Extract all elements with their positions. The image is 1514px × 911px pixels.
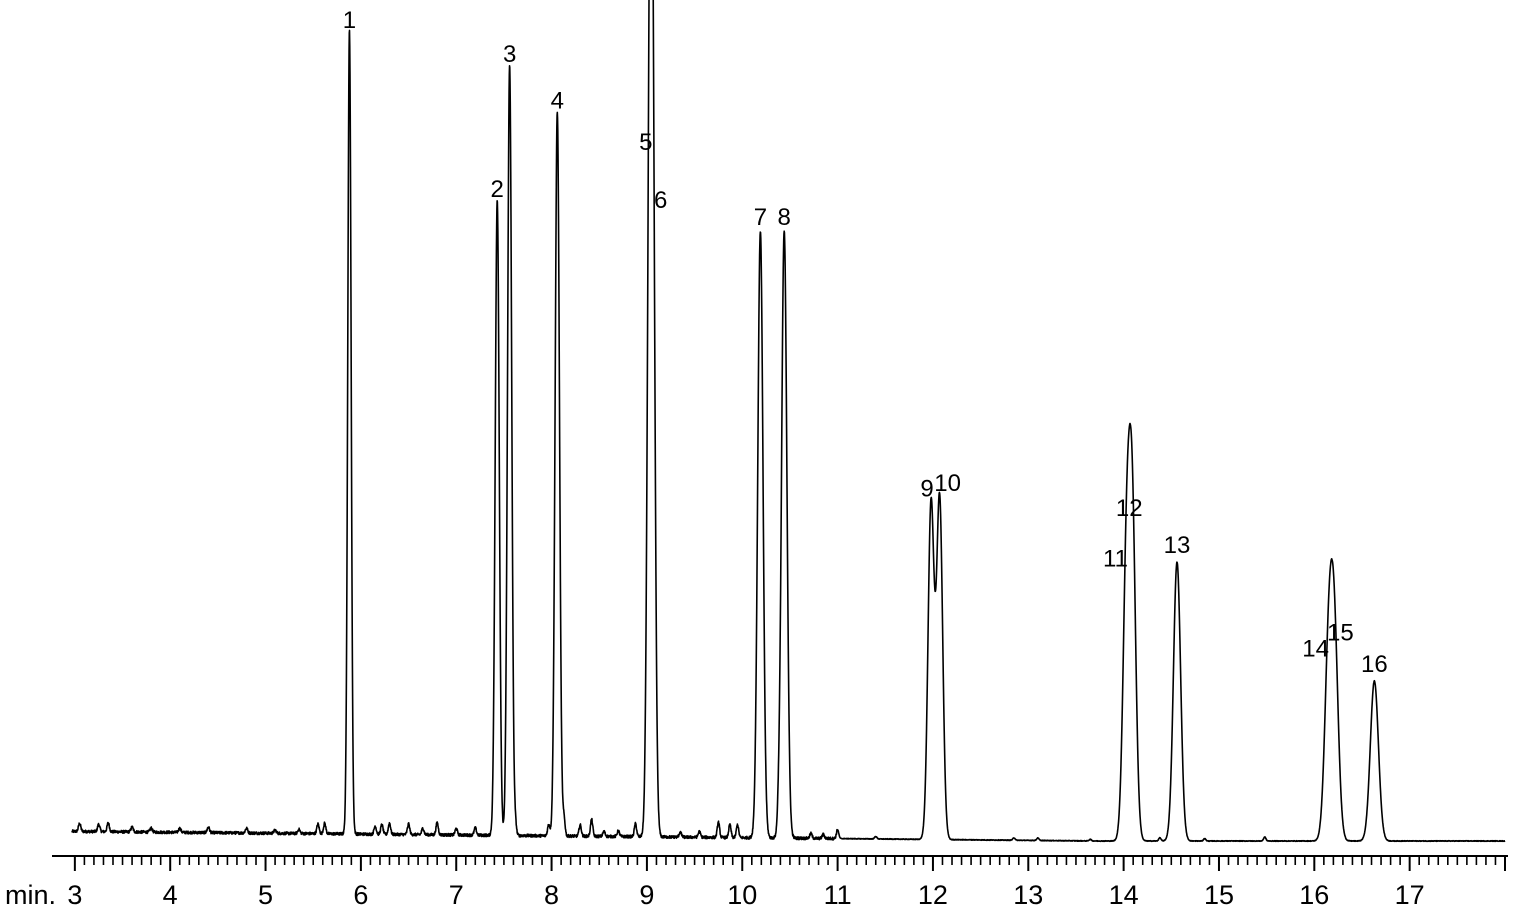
x-tick-label: 17 bbox=[1395, 880, 1425, 910]
x-tick-label: 5 bbox=[258, 880, 273, 910]
peak-label: 9 bbox=[920, 476, 933, 503]
chromatogram-trace bbox=[71, 0, 1506, 843]
x-tick-label: 9 bbox=[639, 880, 654, 910]
x-tick-label: 8 bbox=[544, 880, 559, 910]
x-tick-label: 11 bbox=[824, 880, 852, 910]
peak-label: 1 bbox=[343, 7, 356, 34]
peak-label: 8 bbox=[778, 204, 791, 231]
x-tick-label: 4 bbox=[163, 880, 178, 910]
peak-label: 16 bbox=[1361, 651, 1388, 678]
peak-label: 4 bbox=[551, 87, 564, 114]
peak-label: 10 bbox=[934, 470, 961, 497]
x-tick-label: 6 bbox=[353, 880, 368, 910]
x-tick-label: 15 bbox=[1204, 880, 1234, 910]
x-tick-label: 3 bbox=[67, 880, 82, 910]
x-tick-label: 12 bbox=[918, 880, 948, 910]
x-tick-label: 7 bbox=[449, 880, 464, 910]
x-tick-label: 16 bbox=[1299, 880, 1329, 910]
peak-label: 5 bbox=[639, 129, 652, 156]
peak-label: 15 bbox=[1327, 620, 1354, 647]
x-tick-label: 14 bbox=[1109, 880, 1139, 910]
peak-label: 6 bbox=[654, 187, 667, 214]
peak-label: 14 bbox=[1302, 636, 1329, 663]
peak-label: 7 bbox=[754, 204, 767, 231]
peak-label: 2 bbox=[491, 176, 504, 203]
x-tick-label: 10 bbox=[727, 880, 757, 910]
peak-label: 3 bbox=[503, 41, 516, 68]
x-tick-label: 13 bbox=[1013, 880, 1043, 910]
peak-label: 12 bbox=[1116, 495, 1143, 522]
x-axis-title: min. bbox=[5, 880, 56, 910]
chromatogram-trace-group bbox=[71, 0, 1506, 843]
peak-label: 13 bbox=[1164, 532, 1191, 559]
x-axis: min. 3 4 5 6 7 8 9 10 11 12 13 14 15 16 17 bbox=[5, 855, 1508, 910]
peak-label: 11 bbox=[1103, 546, 1128, 573]
